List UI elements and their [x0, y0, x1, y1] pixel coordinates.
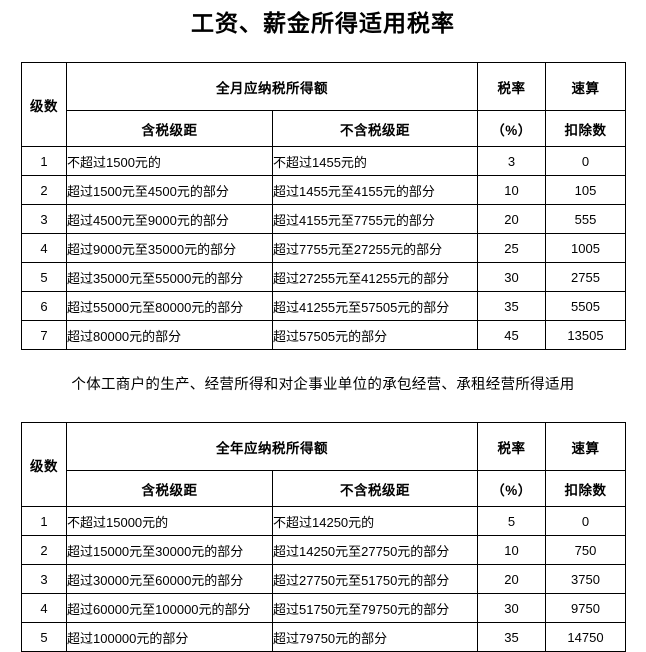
cell-deduct: 9750 [545, 593, 626, 623]
cell-incl-tax: 不超过1500元的 [66, 146, 273, 176]
business-income-tax-rate-table: 级数 全年应纳税所得额 税率 速算 含税级距 不含税级距 （%） 扣除数 1 不… [21, 422, 626, 652]
cell-level: 1 [21, 146, 67, 176]
cell-deduct: 14750 [545, 622, 626, 652]
header-level: 级数 [21, 62, 67, 147]
cell-rate: 30 [477, 262, 546, 292]
cell-rate: 10 [477, 175, 546, 205]
cell-excl-tax: 超过57505元的部分 [272, 320, 478, 350]
table-row: 7 超过80000元的部分 超过57505元的部分 45 13505 [21, 320, 626, 350]
cell-deduct: 2755 [545, 262, 626, 292]
cell-incl-tax: 超过55000元至80000元的部分 [66, 291, 273, 321]
cell-level: 3 [21, 564, 67, 594]
cell-excl-tax: 超过14250元至27750元的部分 [272, 535, 478, 565]
table-row: 5 超过100000元的部分 超过79750元的部分 35 14750 [21, 622, 626, 652]
table-body: 1 不超过15000元的 不超过14250元的 5 0 2 超过15000元至3… [21, 506, 626, 652]
cell-excl-tax: 超过51750元至79750元的部分 [272, 593, 478, 623]
cell-excl-tax: 不超过14250元的 [272, 506, 478, 536]
cell-rate: 10 [477, 535, 546, 565]
table-row: 6 超过55000元至80000元的部分 超过41255元至57505元的部分 … [21, 291, 626, 321]
header-excl-tax: 不含税级距 [272, 110, 478, 147]
cell-level: 4 [21, 593, 67, 623]
header-rate-unit: （%） [477, 470, 546, 507]
table-header-row-bottom: 含税级距 不含税级距 （%） 扣除数 [22, 470, 626, 507]
cell-incl-tax: 超过100000元的部分 [66, 622, 273, 652]
cell-deduct: 0 [545, 146, 626, 176]
header-income-group: 全年应纳税所得额 [66, 422, 478, 471]
table-row: 4 超过9000元至35000元的部分 超过7755元至27255元的部分 25… [21, 233, 626, 263]
header-quick-deduct: 扣除数 [545, 110, 626, 147]
table-row: 3 超过4500元至9000元的部分 超过4155元至7755元的部分 20 5… [21, 204, 626, 234]
cell-excl-tax: 超过27750元至51750元的部分 [272, 564, 478, 594]
cell-deduct: 750 [545, 535, 626, 565]
table-body: 1 不超过1500元的 不超过1455元的 3 0 2 超过1500元至4500… [21, 146, 626, 350]
cell-excl-tax: 不超过1455元的 [272, 146, 478, 176]
header-rate: 税率 [477, 62, 546, 111]
cell-incl-tax: 超过4500元至9000元的部分 [66, 204, 273, 234]
cell-level: 5 [21, 262, 67, 292]
header-quick-deduct: 扣除数 [545, 470, 626, 507]
cell-incl-tax: 不超过15000元的 [66, 506, 273, 536]
header-income-group: 全月应纳税所得额 [66, 62, 478, 111]
header-excl-tax: 不含税级距 [272, 470, 478, 507]
header-quick: 速算 [545, 62, 626, 111]
table-row: 1 不超过15000元的 不超过14250元的 5 0 [21, 506, 626, 536]
cell-excl-tax: 超过1455元至4155元的部分 [272, 175, 478, 205]
cell-rate: 30 [477, 593, 546, 623]
table-header-row-top: 级数 全月应纳税所得额 税率 速算 [21, 62, 626, 147]
cell-incl-tax: 超过15000元至30000元的部分 [66, 535, 273, 565]
table-row: 1 不超过1500元的 不超过1455元的 3 0 [21, 146, 626, 176]
table-row: 4 超过60000元至100000元的部分 超过51750元至79750元的部分… [21, 593, 626, 623]
cell-deduct: 3750 [545, 564, 626, 594]
cell-level: 1 [21, 506, 67, 536]
table-header-row-bottom: 含税级距 不含税级距 （%） 扣除数 [22, 110, 626, 147]
cell-incl-tax: 超过35000元至55000元的部分 [66, 262, 273, 292]
cell-level: 7 [21, 320, 67, 350]
cell-rate: 20 [477, 564, 546, 594]
cell-rate: 35 [477, 622, 546, 652]
cell-rate: 45 [477, 320, 546, 350]
cell-incl-tax: 超过30000元至60000元的部分 [66, 564, 273, 594]
cell-excl-tax: 超过7755元至27255元的部分 [272, 233, 478, 263]
cell-rate: 5 [477, 506, 546, 536]
cell-level: 6 [21, 291, 67, 321]
table-row: 2 超过1500元至4500元的部分 超过1455元至4155元的部分 10 1… [21, 175, 626, 205]
header-level: 级数 [21, 422, 67, 507]
cell-incl-tax: 超过9000元至35000元的部分 [66, 233, 273, 263]
cell-deduct: 0 [545, 506, 626, 536]
table-row: 5 超过35000元至55000元的部分 超过27255元至41255元的部分 … [21, 262, 626, 292]
cell-level: 5 [21, 622, 67, 652]
table-row: 2 超过15000元至30000元的部分 超过14250元至27750元的部分 … [21, 535, 626, 565]
cell-level: 2 [21, 535, 67, 565]
cell-excl-tax: 超过79750元的部分 [272, 622, 478, 652]
cell-rate: 35 [477, 291, 546, 321]
section-caption: 个体工商户的生产、经营所得和对企事业单位的承包经营、承租经营所得适用 [71, 377, 575, 393]
cell-excl-tax: 超过41255元至57505元的部分 [272, 291, 478, 321]
cell-level: 2 [21, 175, 67, 205]
cell-level: 3 [21, 204, 67, 234]
table-row: 3 超过30000元至60000元的部分 超过27750元至51750元的部分 … [21, 564, 626, 594]
cell-incl-tax: 超过1500元至4500元的部分 [66, 175, 273, 205]
salary-tax-rate-table: 级数 全月应纳税所得额 税率 速算 含税级距 不含税级距 （%） 扣除数 1 不… [21, 62, 626, 350]
cell-deduct: 13505 [545, 320, 626, 350]
cell-deduct: 5505 [545, 291, 626, 321]
cell-level: 4 [21, 233, 67, 263]
header-rate-unit: （%） [477, 110, 546, 147]
header-quick: 速算 [545, 422, 626, 471]
cell-rate: 20 [477, 204, 546, 234]
cell-deduct: 555 [545, 204, 626, 234]
cell-deduct: 1005 [545, 233, 626, 263]
cell-rate: 25 [477, 233, 546, 263]
header-incl-tax: 含税级距 [66, 470, 273, 507]
cell-rate: 3 [477, 146, 546, 176]
cell-incl-tax: 超过60000元至100000元的部分 [66, 593, 273, 623]
cell-excl-tax: 超过4155元至7755元的部分 [272, 204, 478, 234]
cell-deduct: 105 [545, 175, 626, 205]
page-title: 工资、薪金所得适用税率 [191, 11, 455, 36]
header-rate: 税率 [477, 422, 546, 471]
table-header-row-top: 级数 全年应纳税所得额 税率 速算 [21, 422, 626, 507]
cell-excl-tax: 超过27255元至41255元的部分 [272, 262, 478, 292]
header-incl-tax: 含税级距 [66, 110, 273, 147]
cell-incl-tax: 超过80000元的部分 [66, 320, 273, 350]
